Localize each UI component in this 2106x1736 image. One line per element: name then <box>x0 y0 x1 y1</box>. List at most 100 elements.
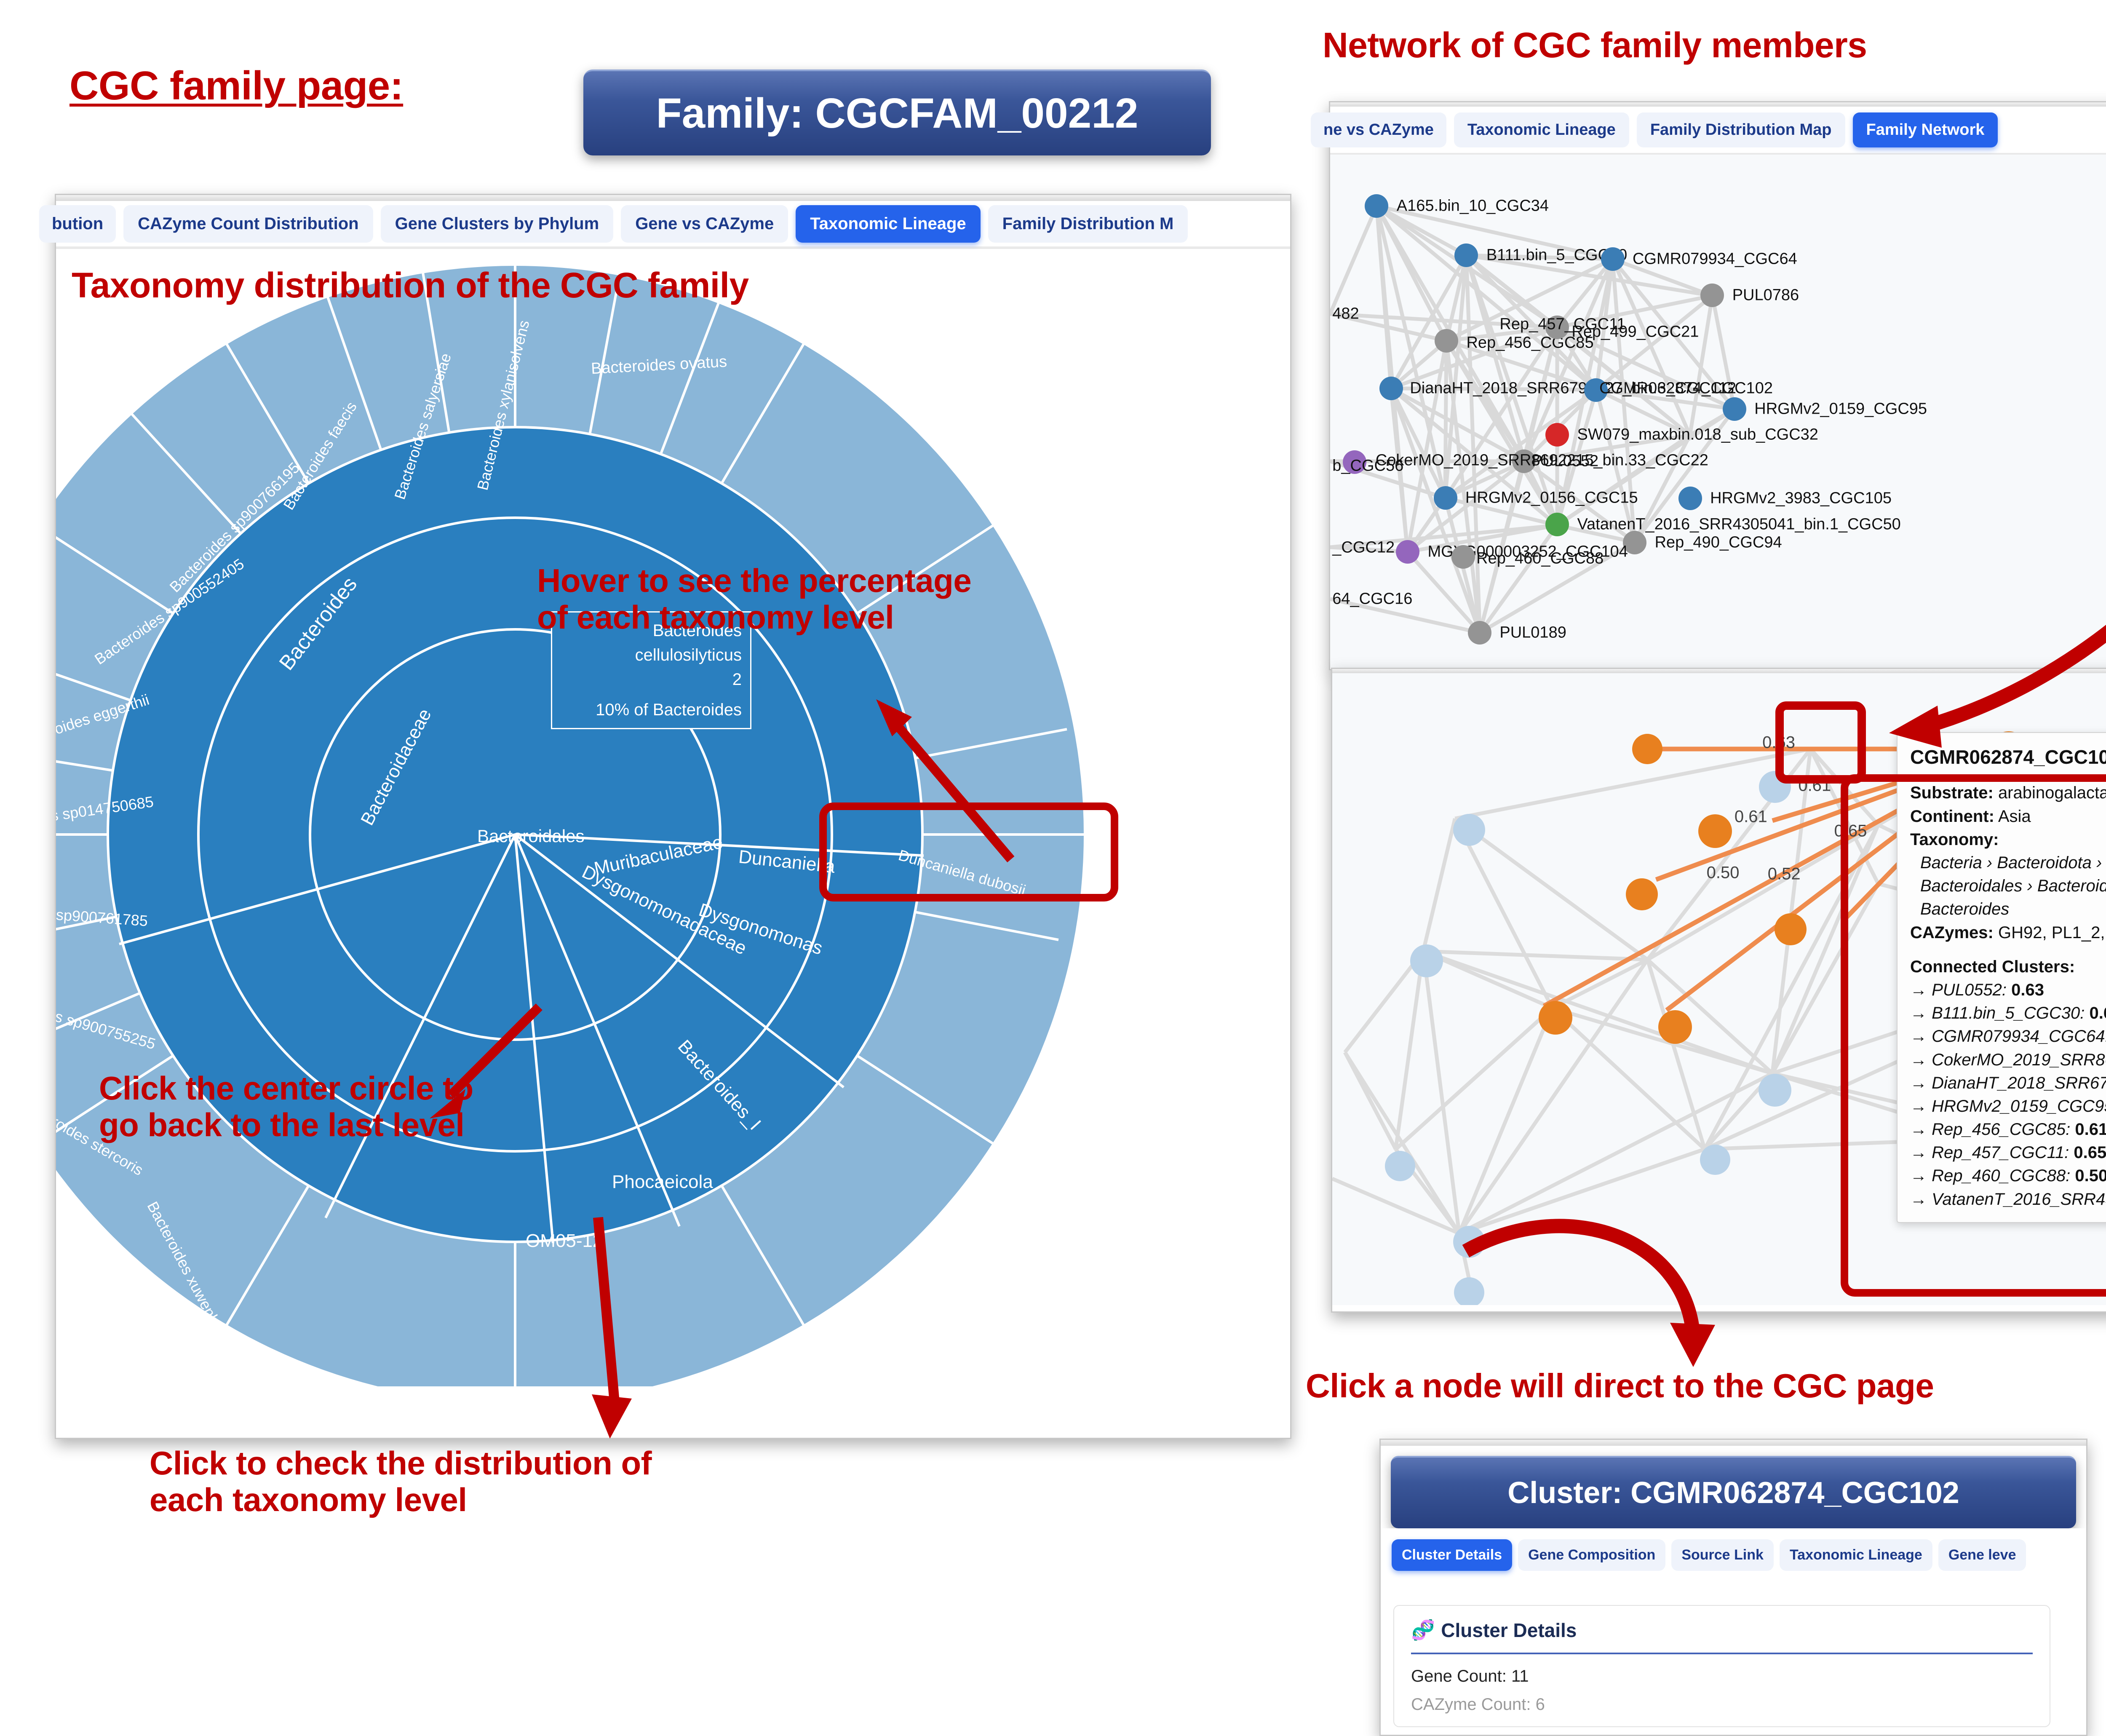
network-node[interactable] <box>1379 377 1403 401</box>
network-node-highlighted[interactable] <box>1775 913 1807 945</box>
tab-taxonomic-lineage[interactable]: Taxonomic Lineage <box>796 205 981 243</box>
network-node[interactable] <box>1342 450 1366 474</box>
cluster-page-title: Cluster: CGMR062874_CGC102 <box>1507 1476 1959 1510</box>
dna-icon: 🧬 <box>1411 1619 1435 1641</box>
tab-cluster-details[interactable]: Cluster Details <box>1392 1539 1513 1571</box>
tab-gene-vs-cazyme[interactable]: Gene vs CAZyme <box>621 205 788 243</box>
network-node[interactable] <box>1454 243 1478 267</box>
connected-cluster-name: Rep_460_CGC88 <box>1932 1166 2066 1185</box>
tooltip-continent-label: Continent: <box>1910 807 1994 826</box>
tab-gene-composition[interactable]: Gene Composition <box>1518 1539 1666 1571</box>
network-node[interactable] <box>1700 284 1724 308</box>
network-node-label: PUL0189 <box>1499 623 1566 642</box>
family-page-tabs[interactable]: bution CAZyme Count Distribution Gene Cl… <box>39 201 1290 246</box>
tab-cazyme-distribution-partial[interactable]: bution <box>39 205 116 243</box>
arrow-hover-node <box>1889 625 2106 748</box>
tooltip-taxon-name: Bacteroides cellulosilyticus <box>635 621 742 664</box>
tab-gene-vs-cazyme-partial[interactable]: ne vs CAZyme <box>1311 112 1446 147</box>
callout-ring-hover-tooltip <box>1841 774 2106 1297</box>
network-tabs[interactable]: ne vs CAZyme Taxonomic Lineage Family Di… <box>1311 107 2106 153</box>
edge-distance-label: 0.65 <box>1834 821 1867 840</box>
cluster-cazyme-count-row: CAZyme Count: 6 <box>1411 1695 1545 1714</box>
network-node[interactable] <box>1468 621 1492 645</box>
connected-cluster-distance: 0.61 <box>2075 1120 2106 1139</box>
network-node-label: 482 <box>1332 305 1359 323</box>
connected-cluster-name: CokerMO_2019_SRR8692215_bin.33_CGC22 <box>1932 1050 2106 1069</box>
tooltip-continent-row: Continent: Asia <box>1910 805 2106 828</box>
edge-distance-label: 0.52 <box>1767 864 1801 883</box>
network-node[interactable] <box>1545 423 1569 447</box>
network-node[interactable] <box>1433 486 1457 510</box>
connected-cluster-row: → CokerMO_2019_SRR8692215_bin.33_CGC22: … <box>1910 1049 2106 1072</box>
network-node-dimmed[interactable] <box>1453 814 1485 846</box>
network-node-highlighted[interactable] <box>1698 814 1732 848</box>
network-tabs-divider <box>1330 153 2106 155</box>
sunburst-chart[interactable]: Bacteroidales Bacteroidaceae Muribaculac… <box>56 249 1290 1386</box>
tooltip-continent-value: Asia <box>1998 807 2031 826</box>
tab-family-network[interactable]: Family Network <box>1852 112 1998 147</box>
arrow-hover-percentage <box>876 699 1015 863</box>
cgc-hover-tooltip: CGMR062874_CGC102 Substrate: arabinogala… <box>1897 732 2106 1223</box>
connected-cluster-row: → CGMR079934_CGC64: 0.80 <box>1910 1027 2106 1046</box>
network-node-dimmed[interactable] <box>1700 1145 1730 1175</box>
connected-cluster-name: DianaHT_2018_SRR6795027_bin.3_CGC112 <box>1932 1073 2106 1092</box>
network-node-label: CGMR079934_CGC64 <box>1632 250 1797 268</box>
network-node-label: Rep_457_CGC11 <box>1499 315 1626 333</box>
network-node[interactable] <box>1545 513 1569 537</box>
connected-cluster-row: → PUL0552: 0.63 <box>1910 980 2045 999</box>
connected-cluster-name: HRGMv2_0159_CGC95 <box>1932 1097 2106 1115</box>
network-node-label: Rep_456_CGC85 <box>1466 334 1594 352</box>
network-node-highlighted[interactable] <box>1626 878 1658 910</box>
tab-cluster-taxonomic-lineage[interactable]: Taxonomic Lineage <box>1779 1539 1932 1571</box>
connected-cluster-distance: 0.50 <box>2075 1166 2106 1185</box>
tab-source-link[interactable]: Source Link <box>1671 1539 1774 1571</box>
connected-cluster-name: B111.bin_5_CGC30 <box>1932 1004 2080 1023</box>
network-node-dimmed[interactable] <box>1410 944 1443 977</box>
network-node-highlighted[interactable] <box>1632 734 1662 764</box>
network-node[interactable] <box>1584 378 1608 402</box>
network-node-dimmed[interactable] <box>1454 1277 1484 1305</box>
network-graph[interactable]: A165.bin_10_CGC34 B111.bin_5_CGC30 CGMR0… <box>1330 155 2106 669</box>
network-node-highlighted[interactable] <box>1658 1010 1692 1044</box>
cluster-card-titlebar <box>1381 1440 2086 1446</box>
network-node-label: HRGMv2_3983_CGC105 <box>1710 489 1892 507</box>
family-network-card: ne vs CAZyme Taxonomic Lineage Family Di… <box>1311 101 2106 670</box>
network-node-dimmed[interactable] <box>1758 1074 1791 1107</box>
network-node[interactable] <box>1365 194 1389 218</box>
edge-distance-label: 0.50 <box>1706 863 1740 882</box>
network-node[interactable] <box>1451 545 1475 569</box>
tab-network-family-distribution-map[interactable]: Family Distribution Map <box>1636 112 1845 147</box>
network-node-dimmed[interactable] <box>1384 1151 1415 1181</box>
network-node[interactable] <box>1545 315 1569 339</box>
cluster-page-card: Cluster: CGMR062874_CGC102 Cluster Detai… <box>1379 1439 2087 1736</box>
tab-gene-clusters-by-phylum[interactable]: Gene Clusters by Phylum <box>380 205 614 243</box>
tab-family-distribution-map[interactable]: Family Distribution M <box>988 205 1188 243</box>
connected-cluster-distance: 0.61 <box>2089 1004 2106 1023</box>
connected-cluster-name: PUL0552 <box>1932 980 2002 999</box>
tooltip-cazymes-value: GH92, PL1_2, GH43_18, GH142|GH143, CBM67… <box>1998 923 2106 942</box>
connected-cluster-name: Rep_457_CGC11 <box>1932 1143 2065 1162</box>
tab-network-taxonomic-lineage[interactable]: Taxonomic Lineage <box>1454 112 1629 147</box>
network-node[interactable] <box>1678 487 1702 511</box>
network-node[interactable] <box>1623 531 1647 555</box>
network-node[interactable] <box>1722 397 1746 421</box>
network-node-label: A165.bin_10_CGC34 <box>1396 197 1549 215</box>
hover-card-titlebar <box>1332 669 2106 673</box>
network-node-label: PUL0552 <box>1531 452 1599 470</box>
tab-gene-level[interactable]: Gene leve <box>1938 1539 2026 1571</box>
tab-cazyme-count-distribution[interactable]: CAZyme Count Distribution <box>123 205 373 243</box>
network-node[interactable] <box>1435 329 1459 353</box>
annotation-click-center: Click the center circle to go back to th… <box>99 1070 473 1144</box>
network-node[interactable] <box>1512 449 1536 473</box>
sunburst-hover-tooltip: Bacteroides cellulosilyticus 2 10% of Ba… <box>551 611 751 729</box>
cluster-page-tabs[interactable]: Cluster Details Gene Composition Source … <box>1381 1528 2086 1580</box>
network-node-highlighted[interactable] <box>1539 1000 1573 1035</box>
edge-distance-label: 0.61 <box>1734 807 1767 826</box>
tooltip-taxonomy-line: Bacteroidales › Bacteroidaceae <box>1920 877 2106 896</box>
network-node-label: Rep_460_CGC88 <box>1476 549 1604 567</box>
network-node-label: 64_CGC16 <box>1332 590 1413 608</box>
network-node[interactable] <box>1601 247 1625 271</box>
cluster-details-rule <box>1411 1653 2033 1654</box>
network-node[interactable] <box>1396 540 1420 564</box>
connected-cluster-name: CGMR079934_CGC64 <box>1932 1027 2105 1046</box>
